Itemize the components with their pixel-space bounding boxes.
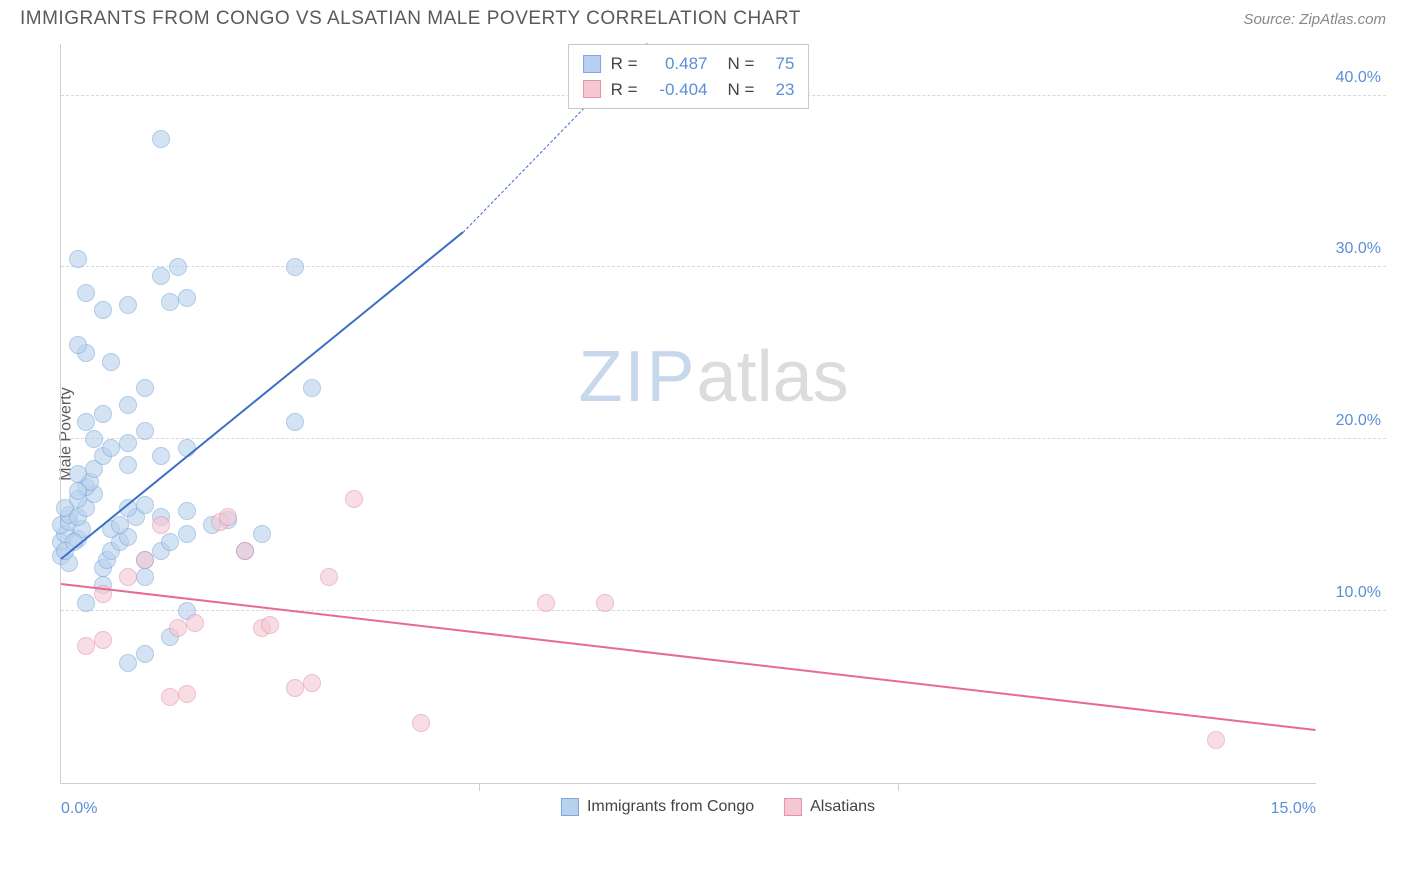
chart-header: IMMIGRANTS FROM CONGO VS ALSATIAN MALE P… xyxy=(0,0,1406,34)
data-point xyxy=(136,568,154,586)
data-point xyxy=(178,685,196,703)
data-point xyxy=(286,258,304,276)
legend-label: Immigrants from Congo xyxy=(587,798,754,816)
legend-item: Alsatians xyxy=(784,798,875,816)
legend-series: Immigrants from Congo Alsatians xyxy=(561,798,875,816)
data-point xyxy=(345,490,363,508)
stat-n-value: 23 xyxy=(764,77,794,103)
data-point xyxy=(119,434,137,452)
data-point xyxy=(136,496,154,514)
data-point xyxy=(136,422,154,440)
legend-stat-row: R = 0.487 N = 75 xyxy=(583,51,795,77)
data-point xyxy=(119,568,137,586)
plot-area: ZIPatlas R =0.487N =75R =-0.404N =23 10.… xyxy=(60,44,1316,784)
data-point xyxy=(94,631,112,649)
data-point xyxy=(111,516,129,534)
data-point xyxy=(94,301,112,319)
legend-stat-row: R = -0.404 N = 23 xyxy=(583,77,795,103)
data-point xyxy=(77,594,95,612)
stat-n-label: N = xyxy=(728,77,755,103)
data-point xyxy=(219,508,237,526)
y-tick-label: 40.0% xyxy=(1336,69,1381,87)
data-point xyxy=(152,267,170,285)
data-point xyxy=(320,568,338,586)
data-point xyxy=(169,619,187,637)
data-point xyxy=(77,413,95,431)
watermark: ZIPatlas xyxy=(579,336,849,418)
y-tick-label: 20.0% xyxy=(1336,412,1381,430)
data-point xyxy=(136,645,154,663)
data-point xyxy=(178,289,196,307)
gridline xyxy=(61,438,1386,439)
stat-n-value: 75 xyxy=(764,51,794,77)
data-point xyxy=(136,379,154,397)
data-point xyxy=(303,674,321,692)
data-point xyxy=(169,258,187,276)
data-point xyxy=(77,637,95,655)
legend-swatch xyxy=(583,55,601,73)
data-point xyxy=(119,296,137,314)
data-point xyxy=(186,614,204,632)
y-tick-label: 30.0% xyxy=(1336,240,1381,258)
legend-swatch xyxy=(583,80,601,98)
data-point xyxy=(261,616,279,634)
data-point xyxy=(236,542,254,560)
data-point xyxy=(119,456,137,474)
x-tick-label: 0.0% xyxy=(61,800,97,818)
data-point xyxy=(303,379,321,397)
legend-stats: R = 0.487 N = 75 R = -0.404 N = 23 xyxy=(568,44,810,109)
chart-container: Male Poverty ZIPatlas R =0.487N =75R =-0… xyxy=(50,34,1386,834)
data-point xyxy=(253,525,271,543)
data-point xyxy=(102,439,120,457)
chart-title: IMMIGRANTS FROM CONGO VS ALSATIAN MALE P… xyxy=(20,8,801,30)
stat-r-label: R = xyxy=(611,77,638,103)
data-point xyxy=(537,594,555,612)
legend-label: Alsatians xyxy=(810,798,875,816)
data-point xyxy=(152,516,170,534)
stat-n-label: N = xyxy=(728,51,755,77)
regression-line xyxy=(61,583,1316,731)
data-point xyxy=(69,336,87,354)
data-point xyxy=(94,405,112,423)
watermark-zip: ZIP xyxy=(579,337,697,417)
stat-r-value: -0.404 xyxy=(648,77,708,103)
regression-line xyxy=(60,231,463,559)
stat-r-value: 0.487 xyxy=(648,51,708,77)
data-point xyxy=(77,284,95,302)
stat-r-label: R = xyxy=(611,51,638,77)
data-point xyxy=(161,533,179,551)
data-point xyxy=(412,714,430,732)
data-point xyxy=(69,482,87,500)
x-tick-label: 15.0% xyxy=(1271,800,1316,818)
data-point xyxy=(161,688,179,706)
data-point xyxy=(161,293,179,311)
data-point xyxy=(1207,731,1225,749)
data-point xyxy=(69,250,87,268)
legend-swatch xyxy=(784,798,802,816)
data-point xyxy=(178,502,196,520)
legend-swatch xyxy=(561,798,579,816)
data-point xyxy=(286,413,304,431)
legend-item: Immigrants from Congo xyxy=(561,798,754,816)
data-point xyxy=(69,465,87,483)
data-point xyxy=(136,551,154,569)
chart-source: Source: ZipAtlas.com xyxy=(1243,11,1386,28)
data-point xyxy=(286,679,304,697)
data-point xyxy=(85,430,103,448)
data-point xyxy=(178,525,196,543)
data-point xyxy=(119,396,137,414)
data-point xyxy=(119,654,137,672)
data-point xyxy=(596,594,614,612)
data-point xyxy=(152,130,170,148)
x-tick xyxy=(479,783,480,791)
data-point xyxy=(102,353,120,371)
y-tick-label: 10.0% xyxy=(1336,584,1381,602)
gridline xyxy=(61,266,1386,267)
gridline xyxy=(61,610,1386,611)
watermark-atlas: atlas xyxy=(697,337,849,417)
data-point xyxy=(152,447,170,465)
x-tick xyxy=(898,783,899,791)
